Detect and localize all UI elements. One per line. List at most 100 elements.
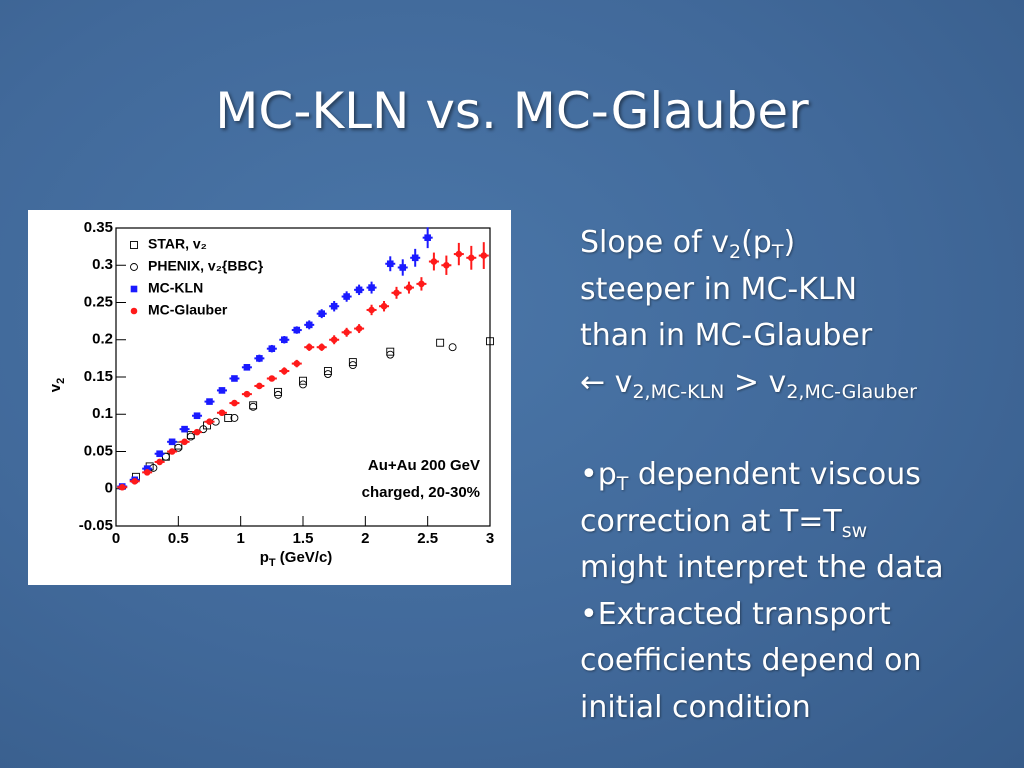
y-tick-label: 0.35 bbox=[84, 219, 113, 236]
marker bbox=[156, 450, 163, 458]
x-tick-label: 1.5 bbox=[293, 530, 314, 547]
y-tick-label: 0.2 bbox=[92, 331, 113, 348]
text-run: •p bbox=[580, 457, 617, 492]
label-rest: (GeV/c) bbox=[276, 549, 333, 566]
marker bbox=[323, 370, 332, 378]
x-tick-label: 2.5 bbox=[417, 530, 438, 547]
text-run: than in MC-Glauber bbox=[580, 318, 873, 353]
marker bbox=[230, 414, 239, 422]
marker bbox=[348, 358, 357, 367]
marker bbox=[436, 338, 445, 347]
y-tick-label: 0.05 bbox=[84, 442, 113, 459]
marker bbox=[293, 360, 301, 367]
text-line: Slope of v2(pT) bbox=[580, 220, 1020, 267]
y-tick-label: 0.25 bbox=[84, 293, 113, 310]
marker bbox=[480, 252, 488, 259]
text-line: •Extracted transport bbox=[580, 592, 1020, 639]
marker bbox=[168, 448, 176, 455]
text-run: (p bbox=[741, 225, 772, 260]
subscript: 2,MC-Glauber bbox=[786, 380, 917, 403]
legend-label: MC-Glauber bbox=[148, 302, 228, 318]
y-tick-label: 0 bbox=[105, 480, 113, 497]
subscript: 2,MC-KLN bbox=[632, 380, 725, 403]
marker bbox=[174, 443, 183, 452]
marker bbox=[318, 343, 326, 351]
legend-label: MC-KLN bbox=[148, 280, 203, 296]
subscript: 2 bbox=[728, 241, 742, 263]
marker bbox=[355, 286, 363, 294]
marker bbox=[368, 284, 375, 291]
marker bbox=[130, 285, 138, 293]
text-run: might interpret the data bbox=[580, 550, 944, 585]
marker bbox=[256, 355, 263, 362]
marker bbox=[218, 387, 226, 394]
marker bbox=[143, 469, 151, 476]
marker bbox=[448, 343, 457, 352]
text-run: correction at T=T bbox=[580, 503, 842, 539]
x-tick-label: 2 bbox=[361, 530, 369, 547]
marker bbox=[206, 398, 213, 405]
marker bbox=[181, 438, 188, 446]
marker bbox=[131, 478, 138, 485]
legend-label: STAR, v₂ bbox=[148, 236, 207, 252]
marker bbox=[181, 425, 188, 433]
text-run: ← v bbox=[580, 364, 633, 400]
marker bbox=[323, 367, 332, 375]
label-main: v bbox=[47, 383, 64, 392]
subscript: T bbox=[771, 241, 784, 263]
marker bbox=[293, 326, 301, 334]
text-run: Slope of v bbox=[580, 225, 729, 260]
marker bbox=[368, 306, 375, 314]
text-line: ← v2,MC-KLN > v2,MC-Glauber bbox=[580, 360, 1020, 407]
y-axis-label: v2 bbox=[47, 378, 67, 392]
marker bbox=[218, 409, 226, 417]
marker bbox=[305, 343, 313, 351]
annotation: charged, 20-30% bbox=[362, 484, 480, 501]
text-line: initial condition bbox=[580, 685, 1020, 732]
marker bbox=[318, 310, 325, 317]
marker bbox=[199, 425, 208, 434]
marker bbox=[193, 412, 201, 420]
marker bbox=[130, 307, 138, 315]
marker bbox=[348, 361, 357, 370]
marker bbox=[355, 325, 363, 332]
marker bbox=[305, 321, 313, 329]
y-tick-label: 0.1 bbox=[92, 405, 113, 422]
marker bbox=[418, 280, 425, 288]
marker bbox=[486, 337, 494, 346]
marker bbox=[249, 402, 258, 411]
marker bbox=[206, 418, 213, 425]
marker bbox=[268, 375, 276, 382]
text-run: •Extracted transport bbox=[580, 596, 891, 632]
marker bbox=[468, 254, 475, 262]
text-block: Slope of v2(pT) steeper in MC-KLN than in … bbox=[580, 220, 1020, 406]
marker bbox=[186, 432, 195, 441]
marker bbox=[130, 241, 138, 249]
x-axis-label: pT (GeV/c) bbox=[260, 549, 333, 569]
marker bbox=[443, 261, 450, 269]
x-tick-label: 3 bbox=[486, 530, 494, 547]
marker bbox=[130, 263, 138, 271]
text-run: > v bbox=[724, 364, 787, 400]
y-tick-label: -0.05 bbox=[79, 517, 113, 534]
x-tick-label: 0.5 bbox=[168, 530, 189, 547]
slide-title: MC-KLN vs. MC-Glauber bbox=[215, 82, 809, 140]
marker bbox=[281, 336, 288, 344]
marker bbox=[299, 376, 307, 385]
label-main: p bbox=[260, 549, 269, 566]
marker bbox=[231, 399, 238, 407]
marker bbox=[330, 336, 338, 344]
marker bbox=[118, 483, 126, 491]
marker bbox=[231, 375, 238, 382]
text-block: •pT dependent viscous correction at T=Tsw… bbox=[580, 452, 1020, 731]
marker bbox=[386, 260, 394, 268]
marker bbox=[274, 387, 283, 396]
marker bbox=[268, 345, 276, 352]
marker bbox=[243, 364, 251, 371]
text-run: coefficients depend on bbox=[580, 643, 922, 678]
marker bbox=[256, 382, 263, 390]
marker bbox=[343, 293, 350, 300]
text-line: •pT dependent viscous bbox=[580, 452, 1020, 499]
